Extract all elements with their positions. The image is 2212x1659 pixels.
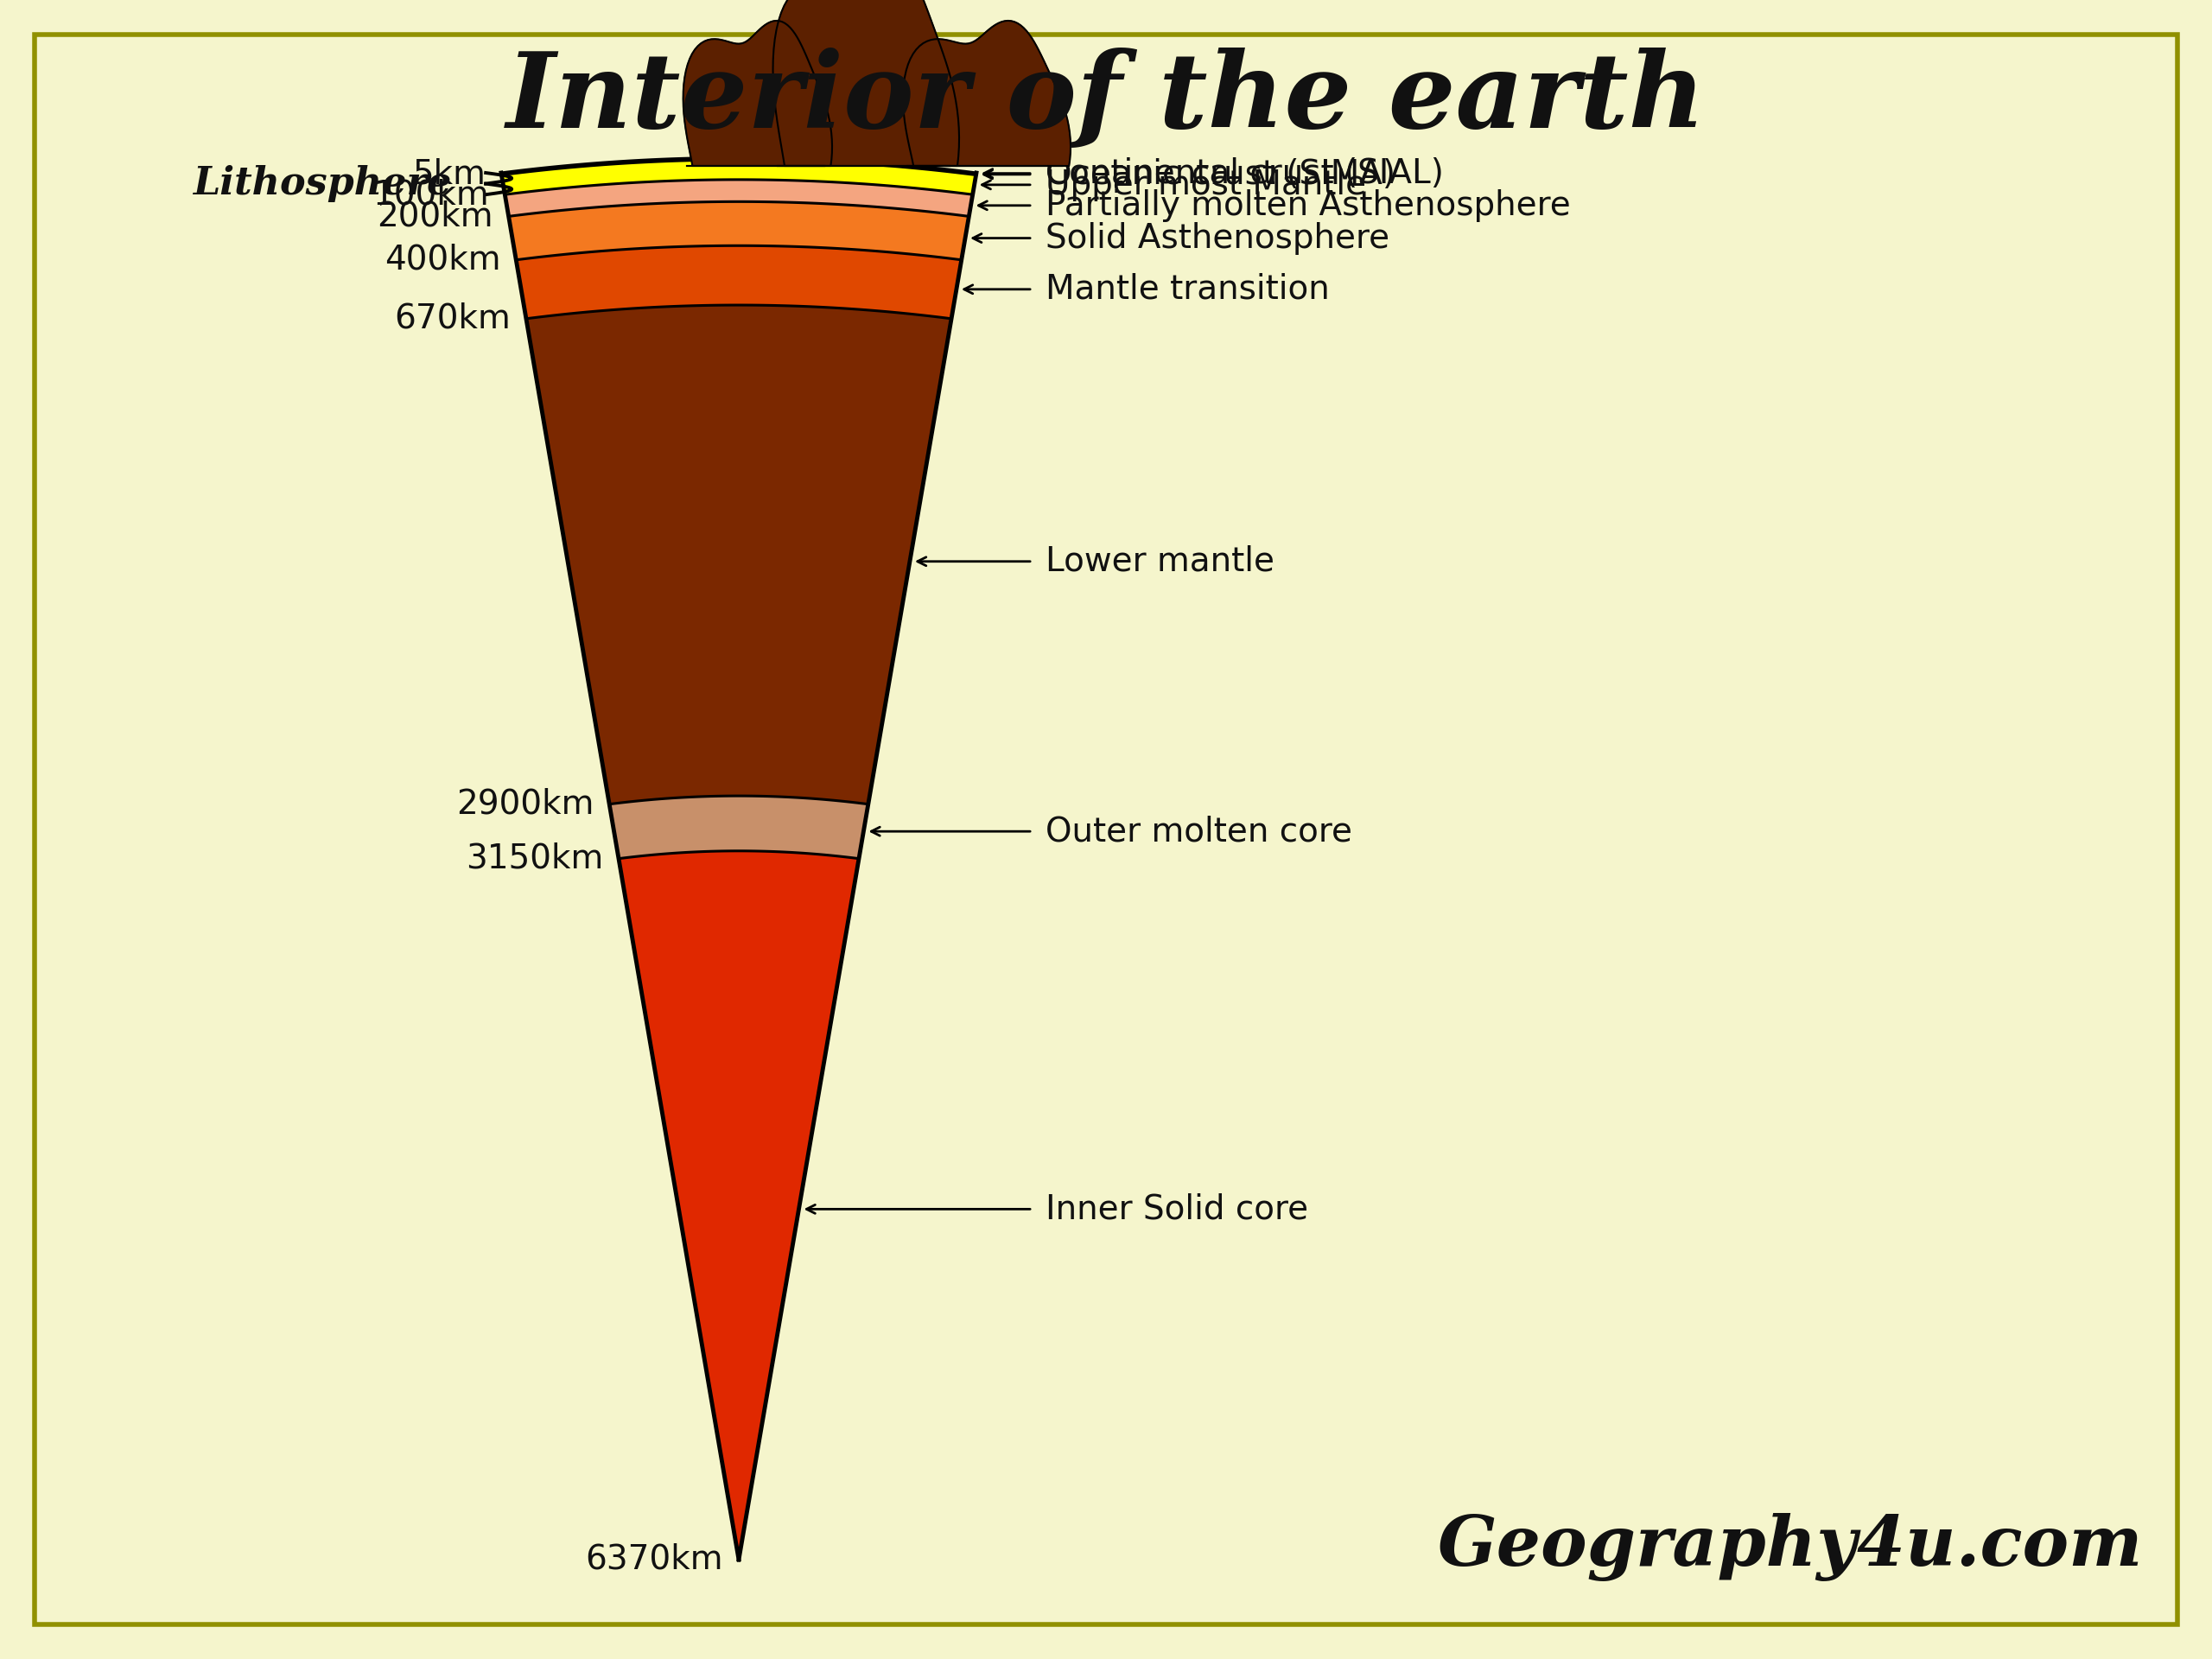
Polygon shape (684, 20, 832, 166)
Text: 100km: 100km (374, 178, 489, 211)
Text: 200km: 200km (376, 201, 493, 232)
Text: 3150km: 3150km (465, 843, 604, 874)
Text: Inner Solid core: Inner Solid core (1046, 1193, 1307, 1226)
Text: Geography4u.com: Geography4u.com (1438, 1513, 2143, 1581)
Text: Outer molten core: Outer molten core (1046, 815, 1352, 848)
Polygon shape (772, 0, 960, 166)
Text: 400km: 400km (385, 244, 500, 277)
Text: 2900km: 2900km (456, 788, 593, 821)
Text: 670km: 670km (394, 302, 511, 335)
Polygon shape (504, 179, 973, 216)
Text: Lower mantle: Lower mantle (1046, 546, 1274, 577)
Text: Solid Asthenosphere: Solid Asthenosphere (1046, 222, 1389, 254)
Polygon shape (619, 851, 858, 1559)
Text: Interior of the earth: Interior of the earth (507, 48, 1705, 149)
Text: Lithosphere: Lithosphere (192, 166, 451, 202)
Polygon shape (502, 158, 975, 174)
Polygon shape (515, 246, 962, 319)
Polygon shape (902, 20, 1071, 166)
Text: Mantle transition: Mantle transition (1046, 272, 1329, 305)
Text: 5km: 5km (411, 158, 487, 191)
Text: 6370km: 6370km (586, 1543, 723, 1576)
Polygon shape (502, 159, 975, 174)
Polygon shape (608, 796, 869, 859)
Text: Oceanic crust (SIMA): Oceanic crust (SIMA) (1046, 158, 1396, 191)
Text: Partially molten Asthenosphere: Partially molten Asthenosphere (1046, 189, 1571, 222)
Polygon shape (509, 202, 969, 260)
Polygon shape (526, 305, 951, 805)
Text: Continental crust (SIAL): Continental crust (SIAL) (1046, 158, 1444, 189)
Text: Upper most Mantle: Upper most Mantle (1046, 168, 1367, 201)
Polygon shape (502, 159, 975, 194)
